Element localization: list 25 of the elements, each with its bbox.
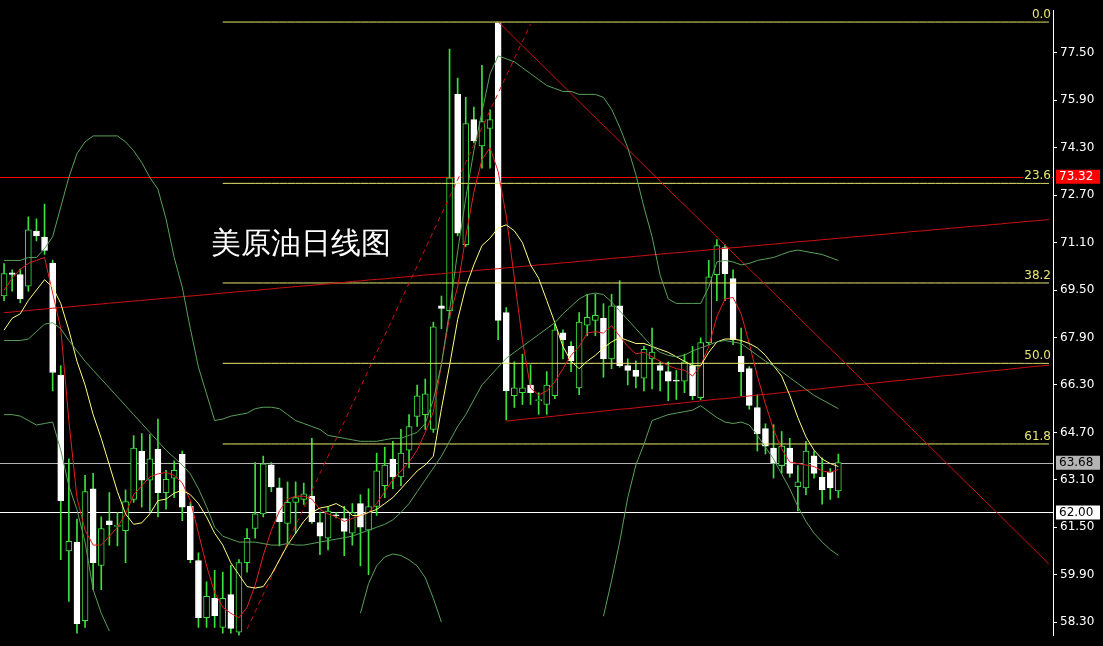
candlestick (486, 109, 494, 169)
ref-line-label: 63.68 (1059, 455, 1094, 470)
y-tick-label: 67.90 (1060, 329, 1095, 344)
annotation: 0.0 (1031, 7, 1051, 22)
y-tick-label: 74.30 (1060, 139, 1095, 154)
y-tick-label: 64.70 (1060, 424, 1095, 439)
candlestick (656, 361, 664, 392)
ref-line-label: 73.32 (1059, 169, 1094, 184)
annotation: 61.8 (1024, 429, 1051, 444)
y-tick-label: 77.50 (1060, 45, 1095, 60)
y-tick-label: 75.90 (1060, 92, 1095, 107)
y-tick-label: 66.30 (1060, 377, 1095, 392)
y-tick-label: 61.50 (1060, 519, 1095, 534)
candlestick (8, 269, 16, 292)
y-tick-label: 72.70 (1060, 187, 1095, 202)
y-tick-label: 63.10 (1060, 471, 1095, 486)
y-tick-label: 58.30 (1060, 614, 1095, 629)
y-tick-label: 71.10 (1060, 234, 1095, 249)
text: 美原油日线图 (210, 224, 391, 260)
annotation: 23.6 (1024, 168, 1051, 183)
y-tick-label: 59.90 (1060, 566, 1095, 581)
annotation: 38.2 (1024, 268, 1051, 283)
ref-line-label: 62.00 (1059, 505, 1094, 520)
annotation: 50.0 (1024, 348, 1051, 363)
y-tick-label: 69.50 (1060, 282, 1095, 297)
